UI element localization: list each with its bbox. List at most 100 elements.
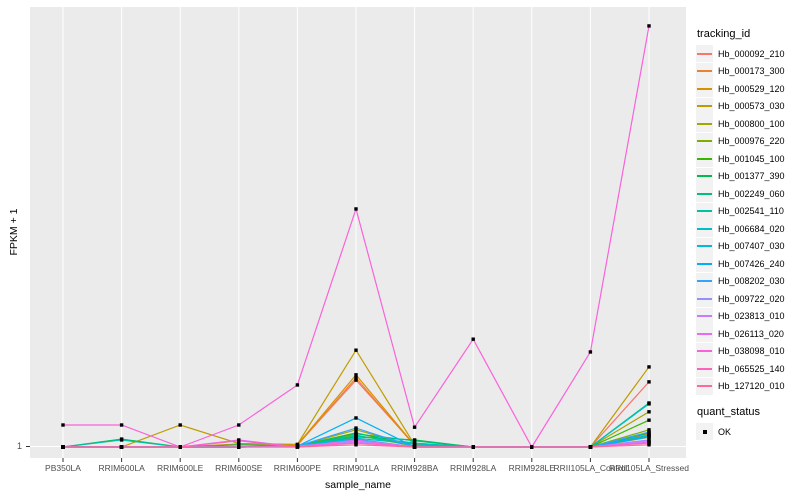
data-point [647, 430, 651, 434]
data-point [119, 423, 124, 427]
legend-item-label: Hb_007426_240 [718, 258, 785, 269]
line-swatch-icon [696, 80, 713, 98]
y-axis-title: FPKM + 1 [8, 208, 20, 256]
legend-item-label: OK [718, 426, 732, 437]
legend-item-label: Hb_000976_220 [718, 136, 785, 147]
legend-item-Hb_000800_100: Hb_000800_100 [696, 115, 800, 133]
x-tick-label: RRIM928LA [450, 463, 497, 473]
line-swatch-icon [696, 290, 713, 308]
legend-item-label: Hb_001377_390 [718, 171, 785, 182]
line-swatch-icon [696, 237, 713, 255]
line-swatch-icon [696, 307, 713, 325]
data-point [647, 402, 651, 406]
data-point [295, 383, 300, 387]
line-swatch-icon [696, 325, 713, 343]
data-point [412, 442, 417, 446]
data-point [119, 445, 124, 449]
legend-item-Hb_026113_020: Hb_026113_020 [696, 325, 800, 343]
data-point [471, 445, 475, 449]
legend-item-Hb_006684_020: Hb_006684_020 [696, 220, 800, 238]
legend-item-label: Hb_000173_300 [718, 66, 785, 77]
legend: tracking_id Hb_000092_210 Hb_000173_300 Hb… [696, 28, 800, 441]
line-swatch-icon [696, 272, 713, 290]
legend-item-label: Hb_001045_100 [718, 153, 785, 164]
tracking-id-legend-items: Hb_000092_210 Hb_000173_300 Hb_000529_120 H… [696, 45, 800, 395]
legend-item-Hb_000529_120: Hb_000529_120 [696, 80, 800, 98]
line-swatch-icon [696, 45, 713, 63]
data-point [354, 441, 358, 445]
y-tick-label: 1 [16, 441, 22, 451]
legend-item-label: Hb_009722_020 [718, 293, 785, 304]
data-point [354, 432, 358, 436]
legend-item-label: Hb_000800_100 [718, 118, 785, 129]
x-tick-label: RRIM600PE [273, 463, 322, 473]
data-point [647, 365, 651, 369]
data-point [647, 428, 651, 432]
data-point [61, 423, 65, 427]
data-point [354, 443, 358, 447]
legend-item-Hb_007426_240: Hb_007426_240 [696, 255, 800, 273]
data-point [354, 373, 358, 377]
data-point [354, 434, 358, 438]
data-point [237, 439, 241, 443]
line-swatch-icon [696, 185, 713, 203]
line-swatch-icon [696, 255, 713, 273]
data-point [647, 435, 651, 439]
data-point [237, 443, 241, 447]
quant-status-legend-title: quant_status [697, 406, 760, 418]
data-point [295, 445, 300, 449]
x-tick-label: RRII105LA_Control [553, 463, 628, 473]
data-point [295, 442, 300, 447]
data-point [412, 425, 417, 429]
data-point [647, 441, 651, 445]
legend-item-Hb_038098_010: Hb_038098_010 [696, 342, 800, 361]
data-point [178, 423, 182, 427]
legend-item-label: Hb_026113_020 [718, 328, 784, 339]
data-point [354, 348, 358, 352]
x-tick-label: RRIM600LA [98, 463, 145, 473]
legend-item-Hb_001377_390: Hb_001377_390 [696, 167, 800, 186]
x-tick-label: RRIM928BA [390, 463, 439, 473]
data-point [530, 445, 534, 449]
line-swatch-icon [696, 115, 713, 133]
data-point [178, 445, 182, 449]
legend-item-label: Hb_000092_210 [718, 48, 785, 59]
data-point [647, 410, 651, 414]
legend-item-label: Hb_006684_020 [718, 223, 785, 234]
legend-item-label: Hb_002541_110 [718, 206, 784, 217]
legend-item-label: Hb_038098_010 [718, 346, 785, 357]
data-point [412, 439, 417, 443]
x-tick-label: PB350LA [45, 463, 81, 473]
legend-item-label: Hb_023813_010 [718, 311, 785, 322]
data-point [647, 380, 651, 384]
x-tick-label: RRII105LA_Stressed [609, 463, 689, 473]
data-point [354, 438, 358, 442]
legend-item-label: Hb_008202_030 [718, 276, 785, 287]
data-point [647, 443, 651, 447]
plot-panel [30, 7, 686, 458]
data-point [588, 350, 593, 354]
line-swatch-icon [696, 150, 713, 168]
legend-item-Hb_007407_030: Hb_007407_030 [696, 237, 800, 256]
legend-item-Hb_065525_140: Hb_065525_140 [696, 360, 800, 378]
data-point [61, 445, 65, 449]
data-point [237, 445, 241, 449]
x-tick-label: RRIM600LE [157, 463, 204, 473]
legend-item-label: Hb_007407_030 [718, 241, 785, 252]
data-point [647, 418, 651, 422]
x-tick-label: RRIM600SE [215, 463, 263, 473]
line-swatch-icon [696, 220, 713, 238]
legend-item-Hb_000092_210: Hb_000092_210 [696, 45, 800, 63]
legend-item-Hb_023813_010: Hb_023813_010 [696, 307, 800, 326]
legend-item-ok: OK [696, 423, 800, 441]
legend-item-Hb_127120_010: Hb_127120_010 [696, 377, 800, 396]
data-point [647, 24, 651, 28]
line-swatch-icon [696, 342, 713, 360]
line-swatch-icon [696, 97, 713, 115]
data-point [354, 428, 358, 432]
line-swatch-icon [696, 377, 713, 395]
data-point [354, 378, 358, 382]
line-swatch-icon [696, 202, 713, 220]
